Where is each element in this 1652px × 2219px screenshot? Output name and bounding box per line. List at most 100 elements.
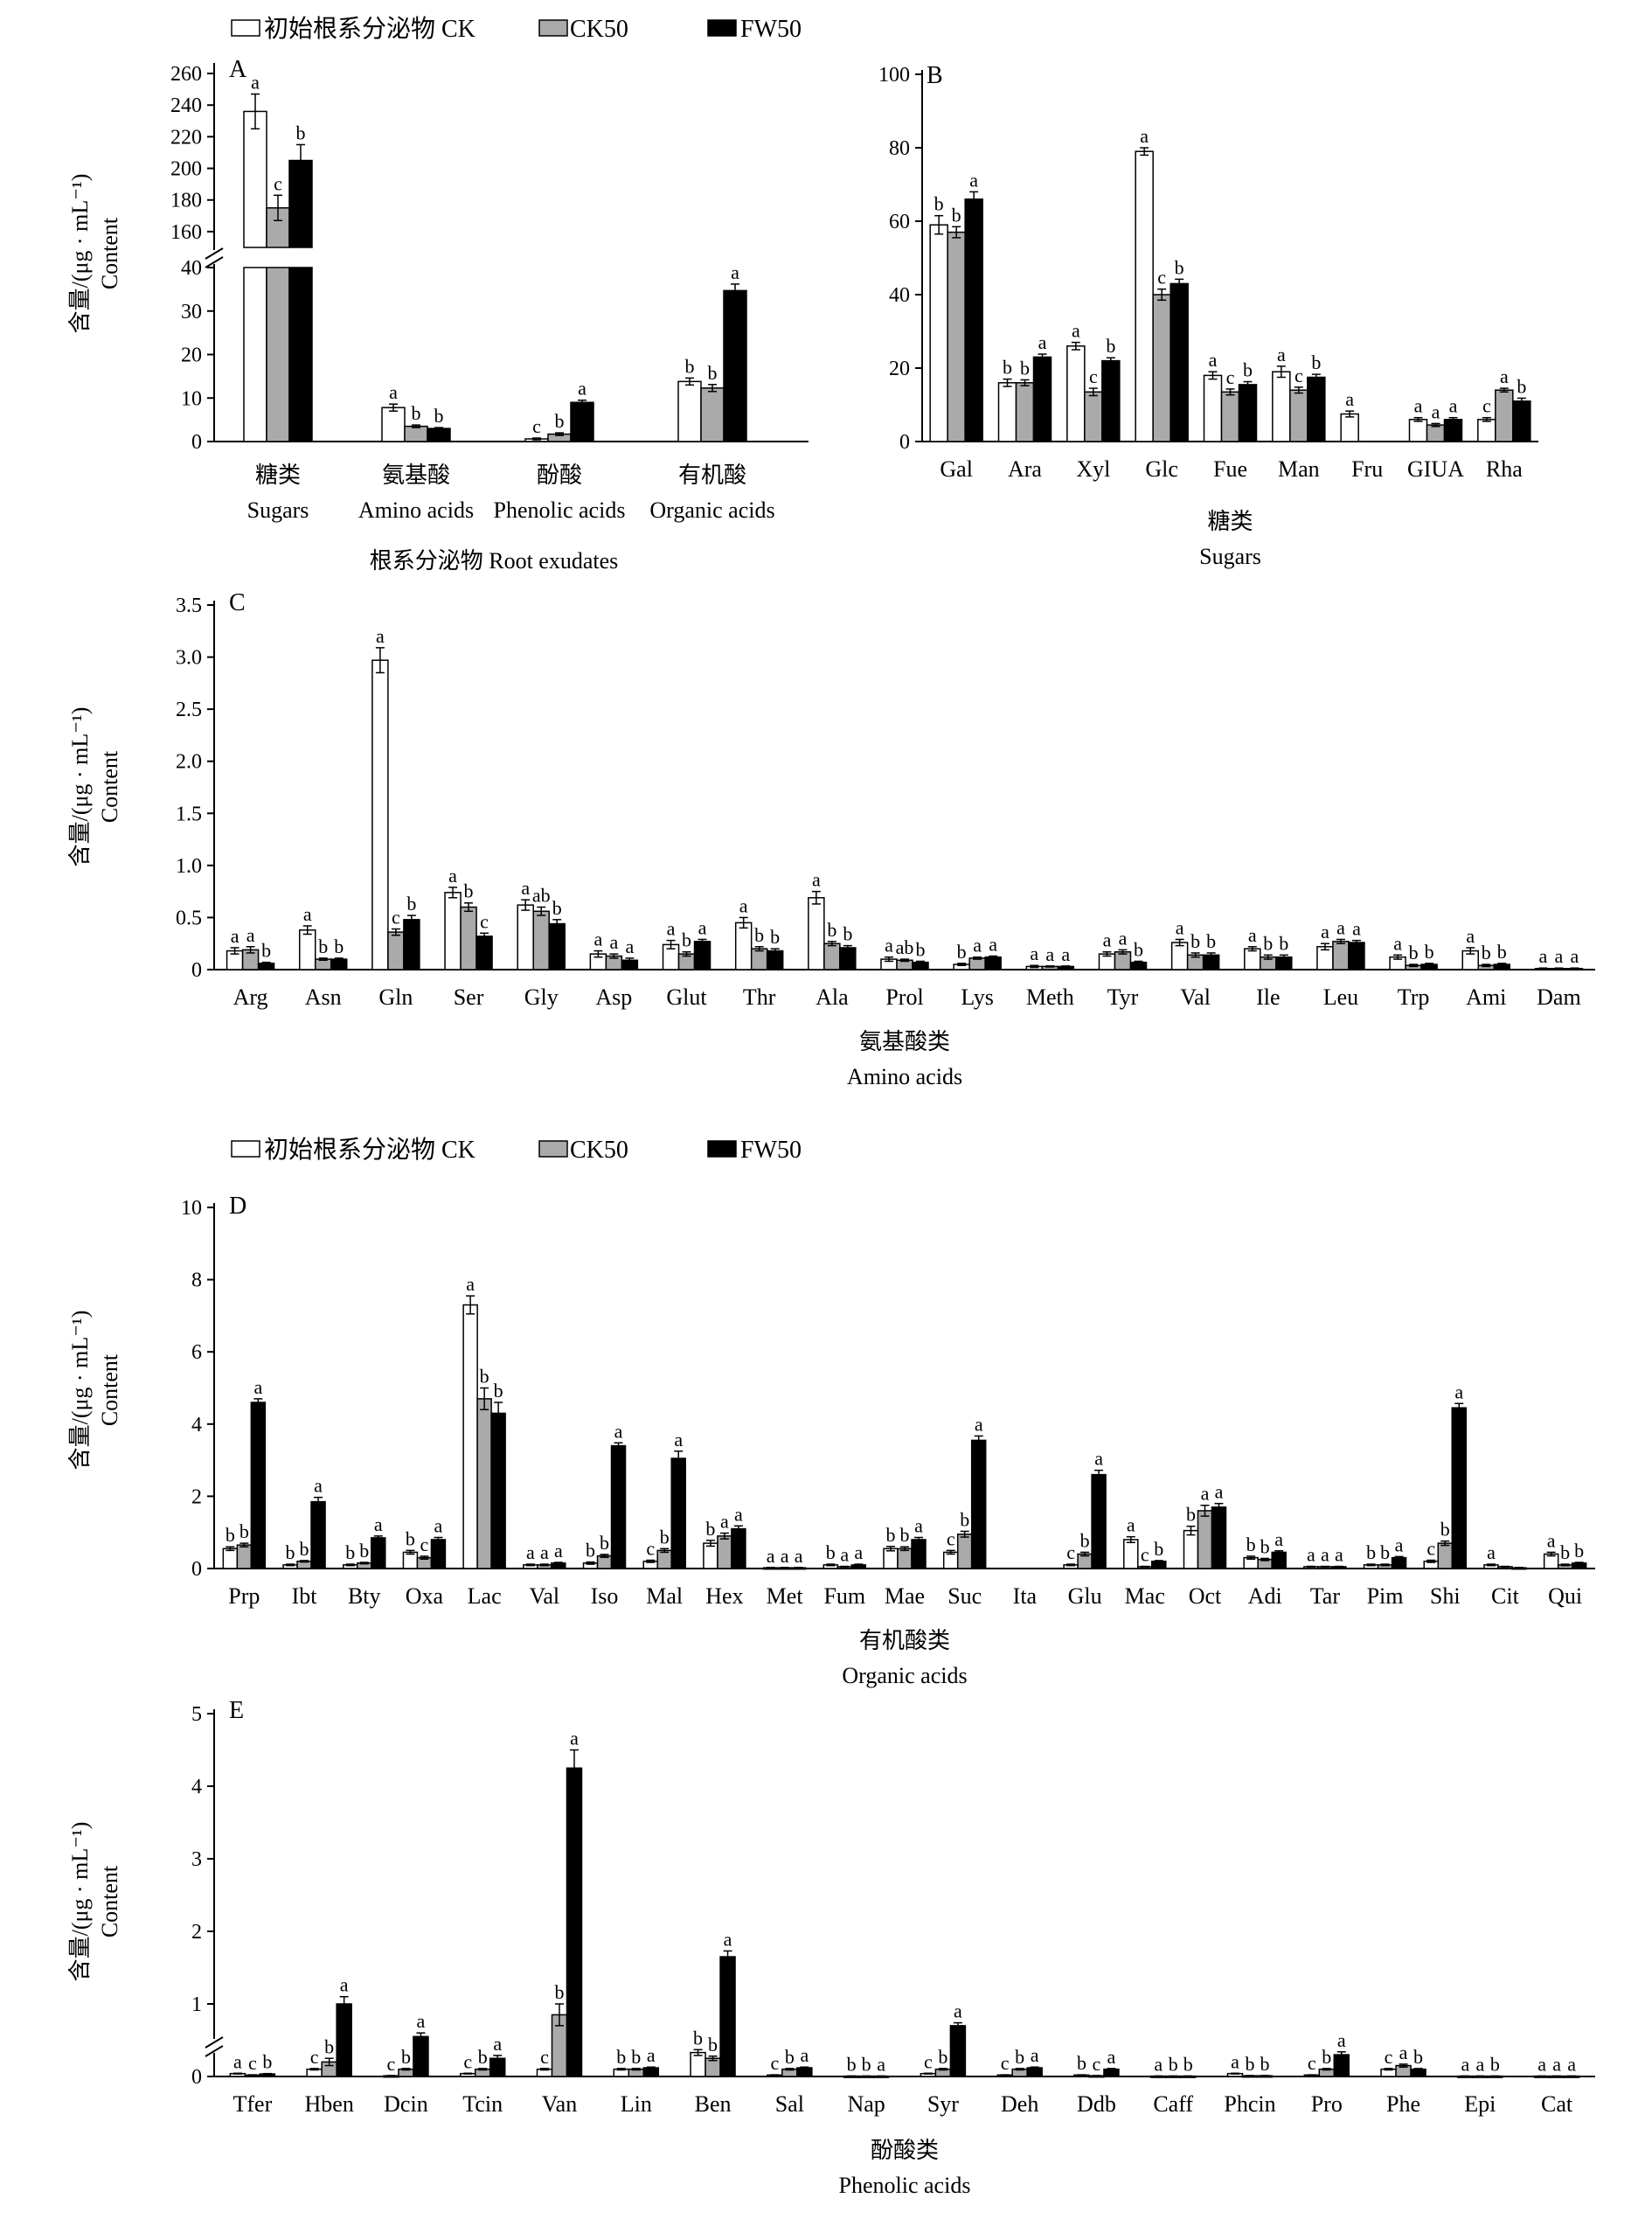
significance-letter: a	[720, 1511, 729, 1533]
bar	[1437, 1542, 1454, 1569]
y-axis-label-en: Content	[97, 1353, 122, 1426]
category-label: Cit	[1491, 1583, 1520, 1609]
significance-letter: c	[947, 1527, 955, 1549]
significance-letter: b	[1175, 256, 1184, 278]
y-tick-label: 8	[191, 1269, 202, 1292]
category-label: Tcin	[462, 2091, 503, 2117]
panel-a: A 0 10 20 30 40 160 180 200 220 240 260 含量/(μg · mL⁻…	[67, 56, 809, 574]
y-tick-label: 0	[191, 1558, 202, 1581]
category-label: Tfer	[233, 2091, 273, 2117]
significance-letter: a	[1487, 1541, 1496, 1563]
significance-letter: a	[374, 1513, 383, 1535]
significance-letter: b	[1260, 2053, 1270, 2075]
category-label: Oct	[1189, 1583, 1222, 1609]
bar	[947, 231, 966, 442]
category-label: Prp	[228, 1583, 260, 1609]
significance-letter: a	[975, 1413, 983, 1435]
significance-letter: b	[552, 897, 562, 919]
category-label: Thr	[743, 984, 776, 1010]
bar	[517, 904, 534, 970]
significance-letter: b	[886, 1524, 896, 1546]
significance-letter: b	[1263, 932, 1273, 954]
legend-swatch	[707, 1140, 737, 1158]
category-label: Tyr	[1107, 984, 1139, 1010]
significance-letter: b	[480, 1366, 489, 1388]
significance-letter: a	[314, 1475, 323, 1497]
significance-letter: c	[1295, 365, 1303, 386]
legend-label: FW50	[740, 16, 802, 43]
significance-letter: b	[1380, 1541, 1390, 1563]
significance-letter: a	[1552, 2053, 1561, 2075]
significance-letter: a	[734, 1503, 743, 1525]
significance-letter: a	[1432, 400, 1440, 422]
y-tick-label: 2.5	[176, 699, 202, 721]
category-label: Fue	[1213, 456, 1247, 482]
significance-letter: a	[609, 931, 618, 953]
significance-letter: a	[840, 1544, 849, 1566]
significance-letter: a	[1336, 916, 1345, 938]
y-axis-label-en: Content	[97, 217, 122, 289]
category-label: Asn	[305, 984, 342, 1010]
significance-letter: b	[693, 2027, 703, 2049]
significance-letter: a	[1154, 2053, 1163, 2075]
y-tick-label: 2.0	[176, 751, 202, 774]
significance-letter: c	[1157, 267, 1166, 289]
bar	[897, 1548, 913, 1569]
significance-letter: a	[493, 2033, 502, 2055]
category-label: Met	[767, 1583, 804, 1609]
bar	[222, 1548, 239, 1569]
x-axis-label: 有机酸类	[859, 1628, 950, 1653]
bar	[1084, 391, 1103, 442]
category-label: Glut	[666, 984, 707, 1010]
axis-break	[205, 2045, 224, 2057]
bar	[956, 1534, 973, 1569]
bar	[1238, 384, 1258, 442]
category-label: Rha	[1486, 456, 1523, 482]
panel-label: B	[927, 62, 943, 89]
significance-letter: c	[1001, 2052, 1010, 2074]
category-label: Lin	[621, 2091, 652, 2117]
significance-letter: c	[1308, 2052, 1316, 2074]
significance-letter: c	[392, 907, 400, 929]
category-label: Dcin	[384, 2091, 428, 2117]
y-tick-label: 0	[899, 431, 910, 454]
significance-letter: b	[555, 1981, 565, 2003]
significance-letter: a	[1201, 1483, 1210, 1505]
significance-letter: a	[434, 1514, 443, 1536]
significance-letter: c	[310, 2046, 319, 2068]
y-tick-label: 60	[889, 211, 910, 233]
significance-letter: a	[877, 2053, 885, 2075]
y-tick-label: 0.5	[176, 907, 202, 929]
legend-swatch	[707, 19, 737, 37]
category-label: Tar	[1310, 1583, 1341, 1609]
bar	[250, 1402, 267, 1569]
significance-letter: a	[1274, 1528, 1283, 1550]
panel-label: D	[229, 1193, 246, 1220]
category-label-en: Phenolic acids	[494, 497, 626, 523]
category-label: Gal	[940, 456, 973, 482]
y-high-tick-label: 260	[170, 63, 202, 86]
y-tick-label: 3.0	[176, 647, 202, 670]
category-label: Ala	[816, 984, 849, 1010]
significance-letter: a	[969, 169, 978, 191]
axis-break	[205, 2036, 224, 2049]
significance-letter: b	[1243, 359, 1253, 381]
category-label: Deh	[1001, 2091, 1038, 2117]
significance-letter: b	[300, 1538, 309, 1560]
bar	[911, 1539, 927, 1569]
significance-letter: b	[261, 940, 271, 962]
significance-letter: b	[843, 923, 852, 945]
y-tick-label: 100	[878, 64, 910, 87]
y-axis-label-en: Content	[97, 750, 122, 823]
significance-letter: b	[1206, 930, 1216, 952]
y-tick-label: 1	[191, 1993, 202, 2016]
bar	[1271, 1551, 1287, 1569]
significance-letter: b	[1154, 1538, 1163, 1560]
significance-letter: c	[1089, 365, 1098, 387]
significance-letter: a	[781, 1545, 789, 1567]
significance-letter: c	[1226, 366, 1235, 388]
significance-letter: b	[631, 2046, 641, 2068]
bar	[1032, 356, 1052, 442]
significance-letter: a	[767, 1545, 775, 1567]
